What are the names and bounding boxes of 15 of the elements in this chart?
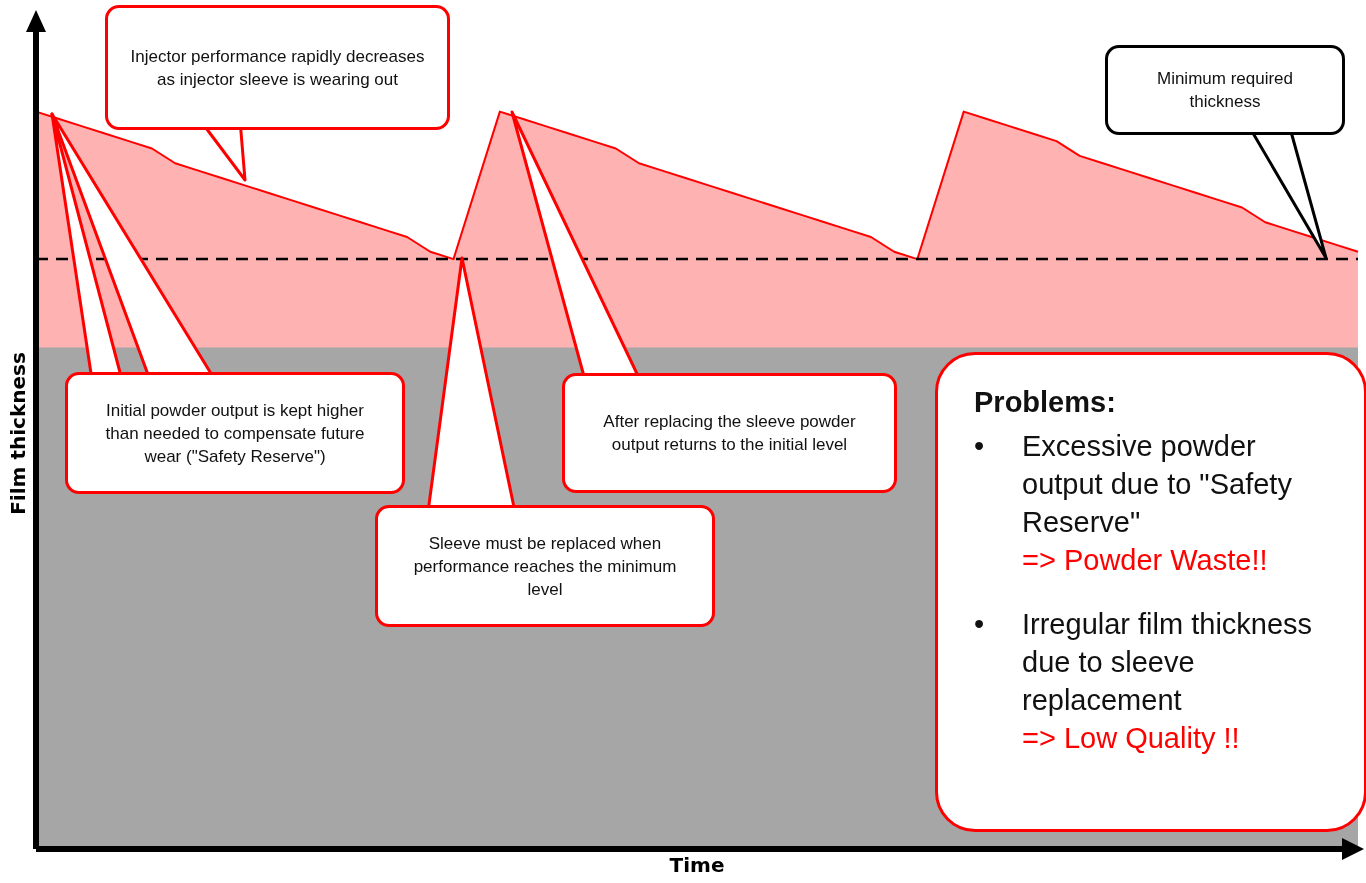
annotation: Excessive powder output due to "Safety Reserve" <box>1022 429 1293 540</box>
annotation: After replacing the sleeve powder output returns to the initial level <box>562 373 897 493</box>
annotation: • <box>974 429 985 464</box>
annotation: Sleeve must be replaced when performance reaches the minimum level <box>375 505 715 627</box>
annotation: Irregular film thickness due to sleeve replacement <box>1022 607 1314 718</box>
speech-bubble: Initial powder output is kept higher than needed to compensate future wear ("Safety Reserve") <box>49 111 408 497</box>
annotation: Problems: <box>974 385 1117 420</box>
speech-bubble: Minimum required thickness <box>1102 42 1348 261</box>
annotation: • <box>974 607 985 642</box>
speech-bubble: After replacing the sleeve powder output returns to the initial level <box>509 109 900 496</box>
annotation: Initial powder output is kept higher than needed to compensate future wear ("Safety Reserve") <box>65 372 405 494</box>
annotation: => Powder Waste!! <box>1022 543 1269 578</box>
x-axis-title: Time <box>669 853 725 878</box>
annotation: => Low Quality !! <box>1022 721 1241 756</box>
y-axis-title: Film thickness <box>6 352 31 515</box>
